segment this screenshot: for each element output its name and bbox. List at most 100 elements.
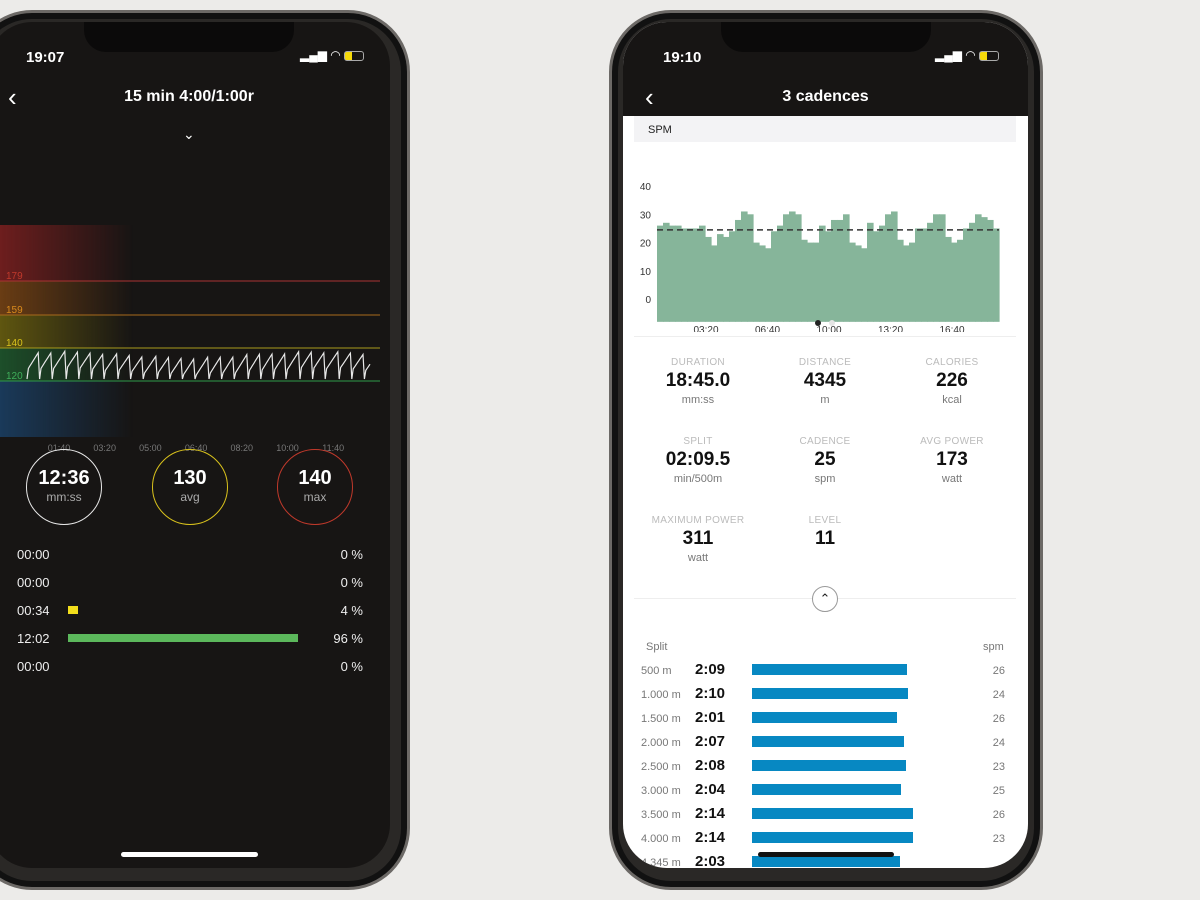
page-title: 3 cadences bbox=[782, 88, 869, 105]
stat-value: 11 bbox=[814, 528, 836, 549]
x-tick-label: 05:00 bbox=[139, 443, 162, 453]
stat-duration: DURATION 18:45.0 mm:ss bbox=[634, 357, 762, 406]
zone-percent: 96 % bbox=[333, 631, 363, 646]
stat-value: 25 bbox=[814, 449, 836, 470]
back-chevron-icon[interactable]: ‹ bbox=[8, 82, 17, 112]
spm-bar bbox=[747, 214, 754, 322]
status-time: 19:07 bbox=[26, 49, 65, 66]
spm-bar bbox=[873, 231, 880, 322]
y-tick-label: 30 bbox=[640, 210, 652, 221]
split-bar bbox=[752, 856, 900, 867]
split-bar bbox=[752, 808, 913, 819]
stat-unit: m bbox=[820, 394, 830, 406]
spm-bar bbox=[783, 214, 790, 322]
spm-bar bbox=[921, 228, 928, 322]
split-spm: 24 bbox=[992, 737, 1005, 749]
summary-value: 140 bbox=[298, 467, 332, 489]
zone-percent: 4 % bbox=[340, 603, 363, 618]
split-bar bbox=[752, 736, 905, 747]
spm-bar bbox=[867, 222, 874, 322]
x-tick-label: 06:40 bbox=[185, 443, 208, 453]
x-tick-label: 03:20 bbox=[93, 443, 116, 453]
stat-unit: watt bbox=[941, 473, 963, 485]
zone-bar bbox=[68, 634, 299, 642]
zone-bar bbox=[68, 606, 78, 614]
splits-header-right: spm bbox=[983, 641, 1004, 653]
split-row: 2.000 m 2:07 24 bbox=[641, 733, 1005, 753]
zone-time: 00:00 bbox=[17, 659, 50, 674]
spm-bar bbox=[861, 248, 868, 322]
spm-bar bbox=[909, 242, 916, 322]
back-chevron-icon[interactable]: ‹ bbox=[645, 82, 654, 112]
split-distance: 3.500 m bbox=[641, 809, 681, 821]
spm-bar bbox=[753, 242, 760, 322]
page-dot-active[interactable] bbox=[815, 320, 821, 326]
spm-bar bbox=[933, 214, 940, 322]
split-distance: 2.500 m bbox=[641, 761, 681, 773]
summary-unit: mm:ss bbox=[46, 490, 82, 504]
stat-value: 226 bbox=[936, 370, 968, 391]
summary-unit: avg bbox=[180, 490, 200, 504]
spm-bar bbox=[729, 231, 736, 322]
zone-label-140: 140 bbox=[6, 338, 23, 349]
battery-icon bbox=[979, 50, 1000, 61]
spm-bar bbox=[807, 242, 814, 322]
stat-label: CALORIES bbox=[925, 357, 979, 368]
spm-bar bbox=[669, 225, 676, 322]
spm-bar bbox=[789, 211, 796, 322]
split-distance: 1.500 m bbox=[641, 713, 681, 725]
zone-row: 00:00 0 % bbox=[17, 575, 363, 591]
left-phone-screen: 19:07 ▂▄▆ ◠ ‹ 15 min 4:00/1:00r ⌄ 179 15… bbox=[0, 22, 390, 868]
status-time: 19:10 bbox=[663, 49, 702, 66]
split-row: 500 m 2:09 26 bbox=[641, 661, 1005, 681]
spm-bar bbox=[945, 236, 952, 322]
zone-percent: 0 % bbox=[340, 575, 363, 590]
stat-label: LEVEL bbox=[808, 515, 842, 526]
spm-bar bbox=[657, 225, 664, 322]
chevron-down-icon[interactable]: ⌄ bbox=[183, 126, 195, 142]
spm-bar bbox=[969, 222, 976, 322]
splits-header-left: Split bbox=[646, 641, 668, 653]
stat-value: 311 bbox=[682, 528, 714, 549]
battery-icon bbox=[344, 50, 365, 61]
spm-bar bbox=[915, 228, 922, 322]
spm-bar bbox=[801, 239, 808, 322]
spm-bar bbox=[765, 248, 772, 322]
right-phone-screen: 19:10 ▂▄▆ ◠ ‹ 3 cadences SPM 40 30 20 10 0 03… bbox=[623, 22, 1028, 868]
summary-circle: 130 avg bbox=[152, 449, 228, 525]
zone-label-179: 179 bbox=[6, 271, 23, 282]
chart-header-label: SPM bbox=[648, 124, 672, 136]
summary-value: 130 bbox=[173, 467, 207, 489]
spm-bar bbox=[963, 228, 970, 322]
stat-unit: watt bbox=[687, 552, 709, 564]
split-bar bbox=[752, 712, 898, 723]
zone-row: 00:34 4 % bbox=[17, 603, 363, 619]
split-spm: 23 bbox=[992, 833, 1005, 845]
spm-chart[interactable]: 40 30 20 10 0 03:20 06:40 10:00 13:20 16:40 bbox=[634, 152, 1016, 332]
stat-label: AVG POWER bbox=[920, 436, 984, 447]
stat-value: 18:45.0 bbox=[665, 370, 731, 391]
zone-time: 12:02 bbox=[17, 631, 50, 646]
spm-bar bbox=[987, 219, 994, 322]
split-bar bbox=[752, 832, 913, 843]
split-distance: 4.000 m bbox=[641, 833, 681, 845]
stat-label: CADENCE bbox=[799, 436, 851, 447]
split-time: 2:08 bbox=[695, 757, 726, 774]
spm-bar bbox=[927, 222, 934, 322]
stat-value: 173 bbox=[936, 449, 968, 470]
stat-calories: CALORIES 226 kcal bbox=[888, 357, 1016, 406]
stat-label: MAXIMUM POWER bbox=[651, 515, 745, 526]
spm-bar bbox=[735, 219, 742, 322]
stat-split: SPLIT 02:09.5 min/500m bbox=[634, 436, 762, 485]
collapse-button[interactable]: ⌃ bbox=[812, 586, 838, 612]
spm-bar bbox=[771, 231, 778, 322]
page-dot[interactable] bbox=[829, 320, 835, 326]
spm-bar bbox=[795, 214, 802, 322]
split-time: 2:10 bbox=[695, 685, 726, 702]
summary-circle: 12:36 mm:ss bbox=[26, 449, 102, 525]
spm-bar bbox=[939, 214, 946, 322]
spm-bar bbox=[903, 245, 910, 322]
split-row: 4.345 m 2:03 bbox=[641, 853, 1005, 868]
divider bbox=[634, 336, 1016, 337]
spm-bar bbox=[813, 242, 820, 322]
